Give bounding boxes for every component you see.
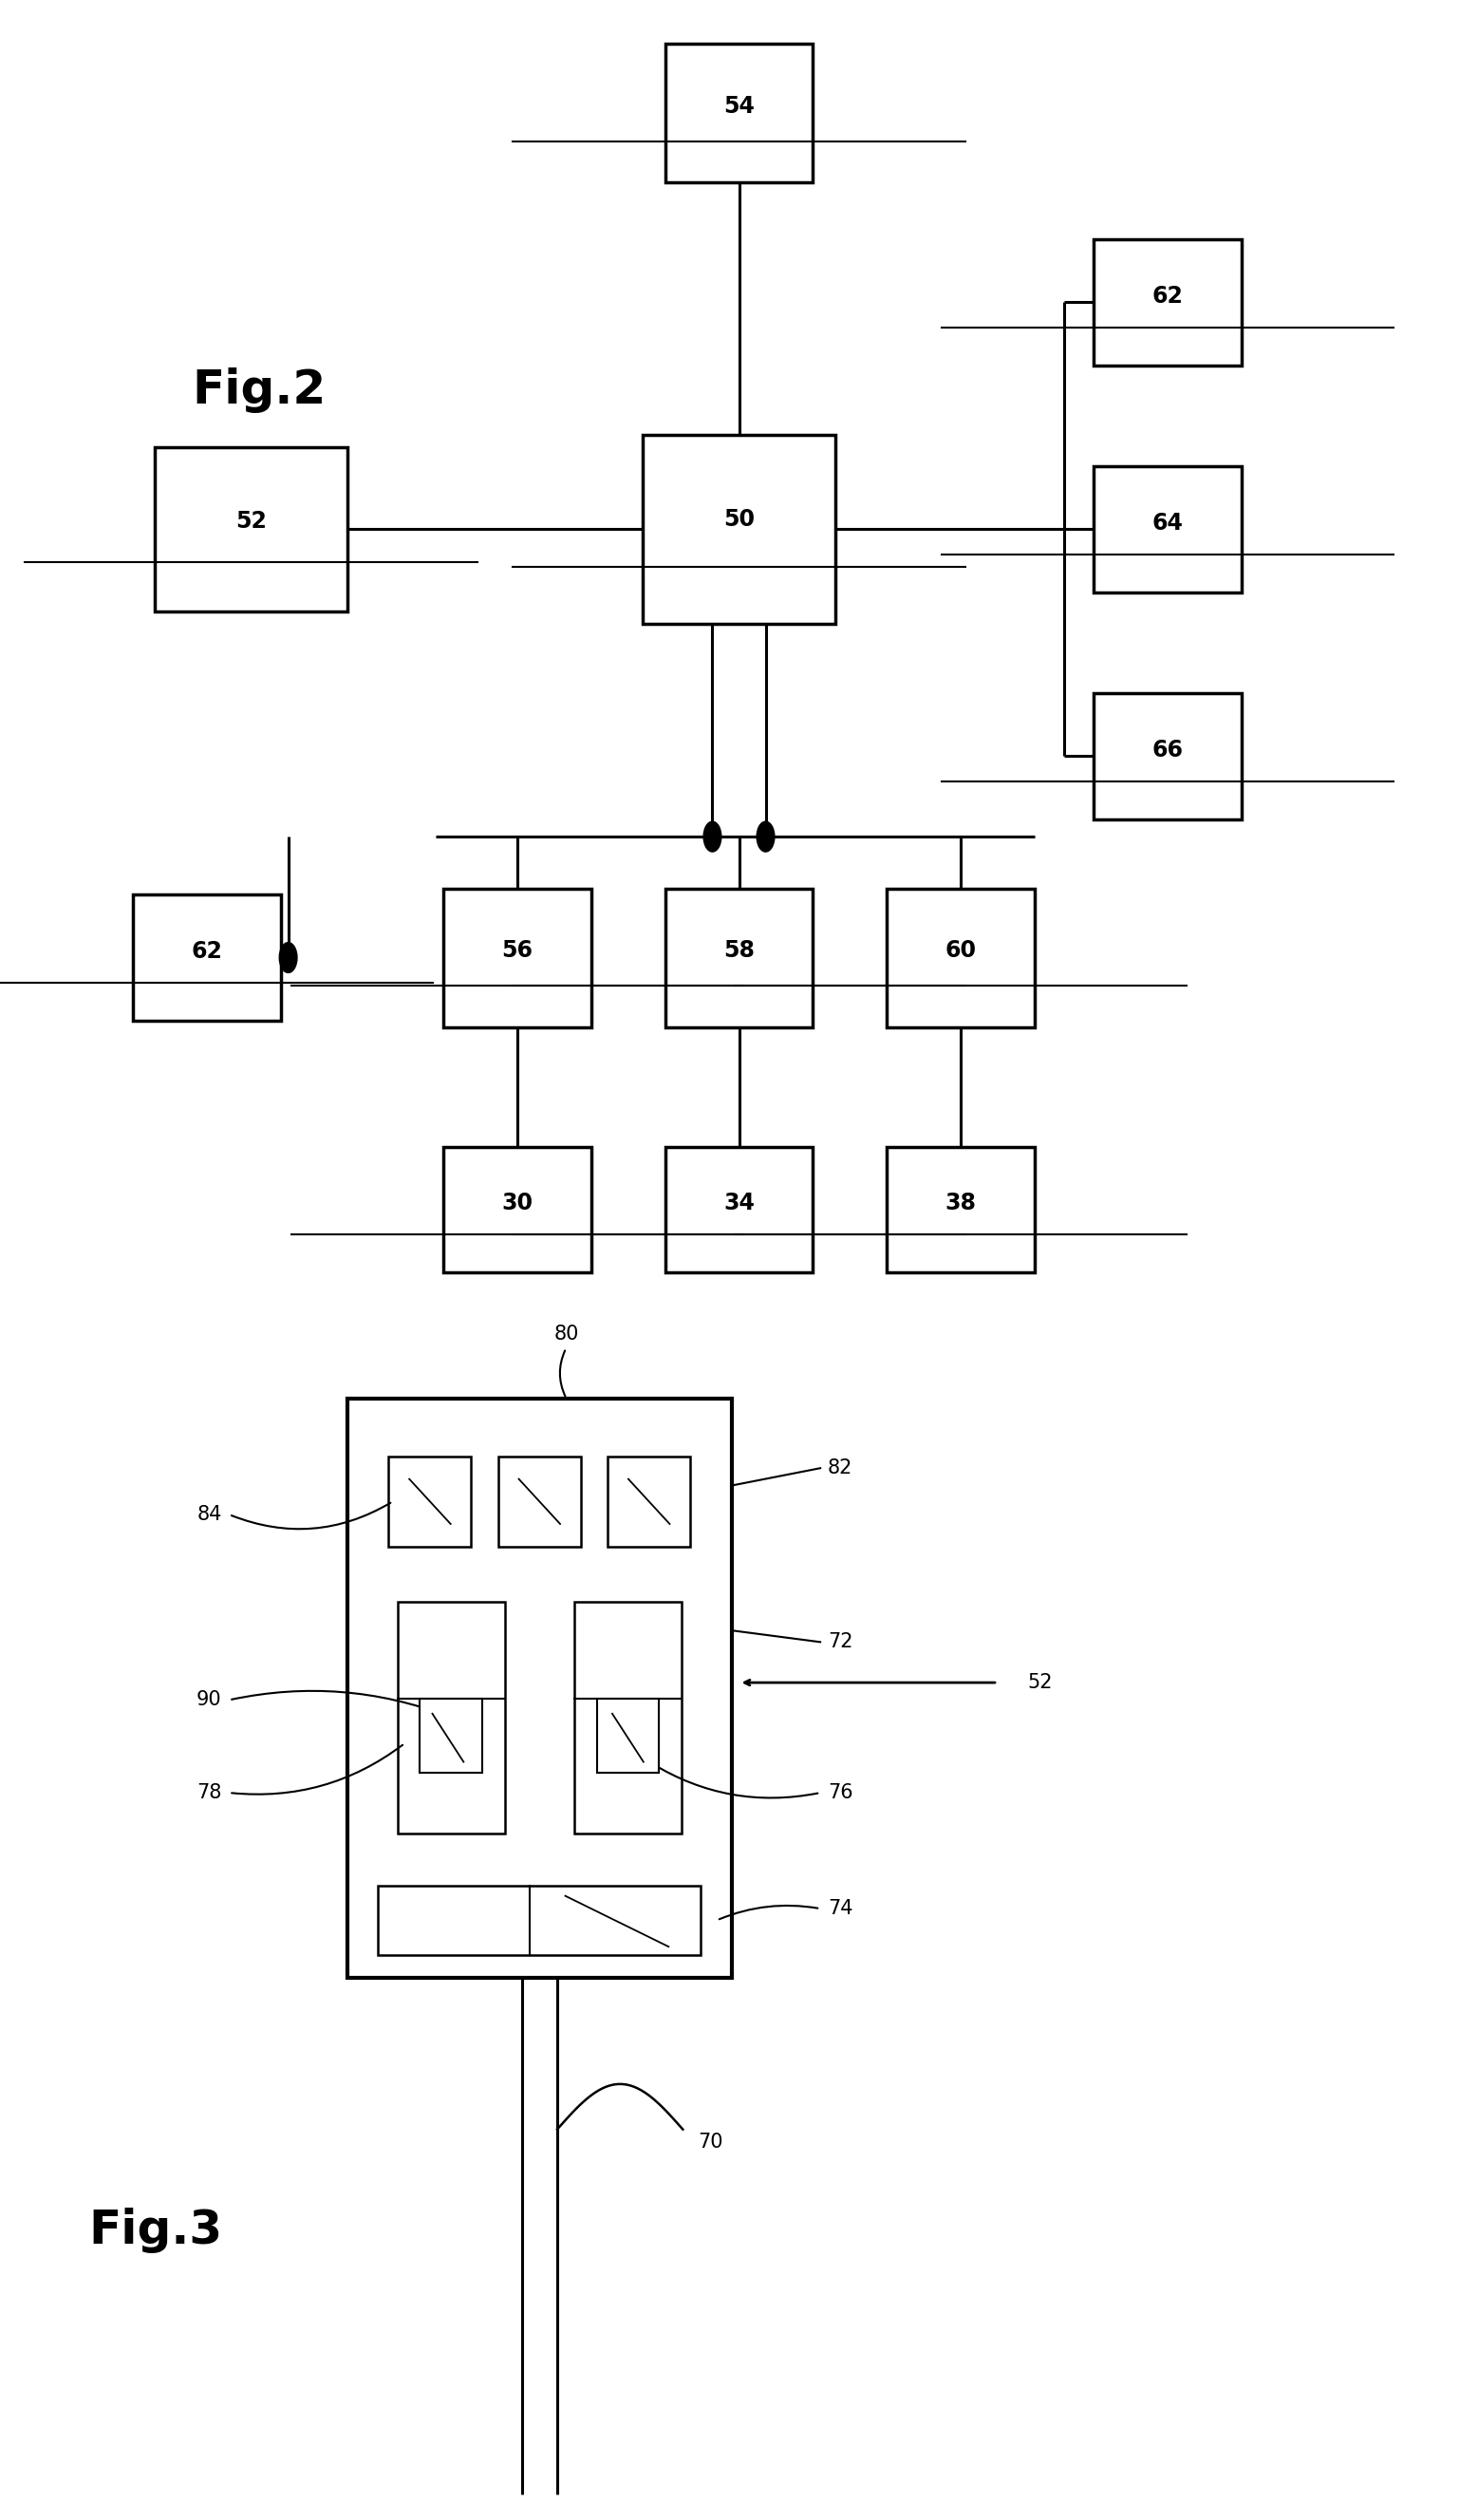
Text: 82: 82	[828, 1459, 853, 1477]
Text: 58: 58	[723, 940, 755, 963]
Text: 38: 38	[944, 1192, 977, 1215]
Text: 62: 62	[1151, 285, 1184, 307]
Text: Fig.3: Fig.3	[89, 2208, 223, 2253]
Circle shape	[757, 822, 774, 852]
Bar	[643, 433, 835, 622]
Text: Fig.2: Fig.2	[192, 368, 327, 413]
Text: 78: 78	[197, 1784, 222, 1802]
Bar	[347, 1399, 732, 1978]
Text: 52: 52	[1027, 1673, 1052, 1691]
Bar	[887, 887, 1035, 1028]
Bar	[1094, 693, 1242, 819]
Bar	[498, 1457, 581, 1547]
Text: 34: 34	[723, 1192, 755, 1215]
Bar	[133, 895, 281, 1021]
Text: 30: 30	[501, 1192, 534, 1215]
Bar	[597, 1698, 659, 1774]
Bar	[1094, 239, 1242, 365]
Bar	[573, 1603, 681, 1835]
Text: 60: 60	[944, 940, 977, 963]
Bar	[420, 1698, 482, 1774]
Text: 80: 80	[554, 1323, 578, 1343]
Bar	[665, 1147, 813, 1273]
Bar	[443, 887, 591, 1028]
Circle shape	[279, 942, 297, 973]
Text: 74: 74	[828, 1900, 853, 1918]
Circle shape	[704, 822, 721, 852]
Text: 70: 70	[698, 2132, 723, 2152]
Text: 54: 54	[723, 96, 755, 118]
Text: 56: 56	[501, 940, 534, 963]
Bar	[665, 43, 813, 184]
Text: 64: 64	[1151, 512, 1184, 534]
Bar	[607, 1457, 690, 1547]
Bar	[389, 1457, 471, 1547]
Bar	[665, 887, 813, 1028]
Text: 90: 90	[197, 1691, 222, 1709]
Bar	[378, 1885, 701, 1956]
Text: 66: 66	[1151, 738, 1184, 761]
Bar	[398, 1603, 505, 1835]
Text: 62: 62	[191, 940, 223, 963]
Text: 52: 52	[235, 509, 268, 532]
Bar	[155, 449, 347, 610]
Text: 72: 72	[828, 1633, 853, 1651]
Bar	[443, 1147, 591, 1273]
Text: 50: 50	[723, 509, 755, 532]
Bar	[1094, 466, 1242, 592]
Text: 76: 76	[828, 1784, 853, 1802]
Bar	[887, 1147, 1035, 1273]
Text: 84: 84	[197, 1504, 222, 1525]
